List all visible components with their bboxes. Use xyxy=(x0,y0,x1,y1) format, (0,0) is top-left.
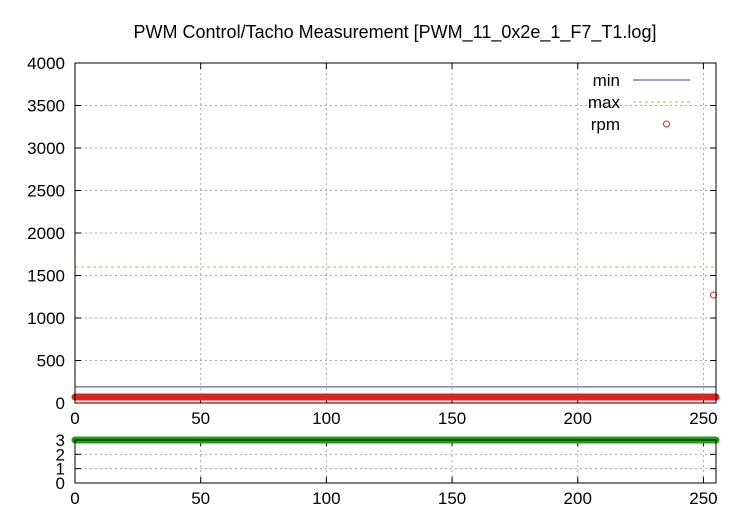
plot-frame xyxy=(74,439,717,484)
y-tick-label: 4000 xyxy=(27,54,65,73)
y-tick-label: 0 xyxy=(56,474,65,493)
x-tick-label: 250 xyxy=(689,409,717,428)
x-tick-label: 0 xyxy=(70,409,79,428)
x-tick-label: 50 xyxy=(191,409,210,428)
y-tick-label: 500 xyxy=(37,352,65,371)
legend-label-min: min xyxy=(593,71,620,90)
x-tick-label: 150 xyxy=(438,409,466,428)
legend-sample-rpm xyxy=(663,120,670,128)
x-tick-label: 100 xyxy=(312,489,340,508)
x-tick-label: 250 xyxy=(689,489,717,508)
legend-label-max: max xyxy=(588,93,621,112)
y-tick-label: 1 xyxy=(56,460,65,479)
y-tick-label: 2000 xyxy=(27,224,65,243)
y-tick-label: 3 xyxy=(56,431,65,450)
y-tick-label: 2500 xyxy=(27,182,65,201)
top-plot-panel: 0 50 100 150 200 2500500100015002000250030003… xyxy=(27,54,720,428)
x-tick-label: 200 xyxy=(564,409,592,428)
y-tick-label: 2 xyxy=(56,445,65,464)
x-tick-label: 0 xyxy=(70,489,79,508)
y-tick-label: 1000 xyxy=(27,309,65,328)
x-tick-label: 150 xyxy=(438,489,466,508)
x-tick-label: 50 xyxy=(191,489,210,508)
plot-frame xyxy=(74,62,717,404)
y-tick-label: 3500 xyxy=(27,97,65,116)
x-tick-label: 200 xyxy=(564,489,592,508)
y-tick-label: 3000 xyxy=(27,139,65,158)
chart-title: PWM Control/Tacho Measurement [PWM_11_0x… xyxy=(134,22,657,43)
y-tick-label: 1500 xyxy=(27,267,65,286)
x-tick-label: 100 xyxy=(312,409,340,428)
legend-label-rpm: rpm xyxy=(591,115,620,134)
y-tick-label: 0 xyxy=(56,394,65,413)
